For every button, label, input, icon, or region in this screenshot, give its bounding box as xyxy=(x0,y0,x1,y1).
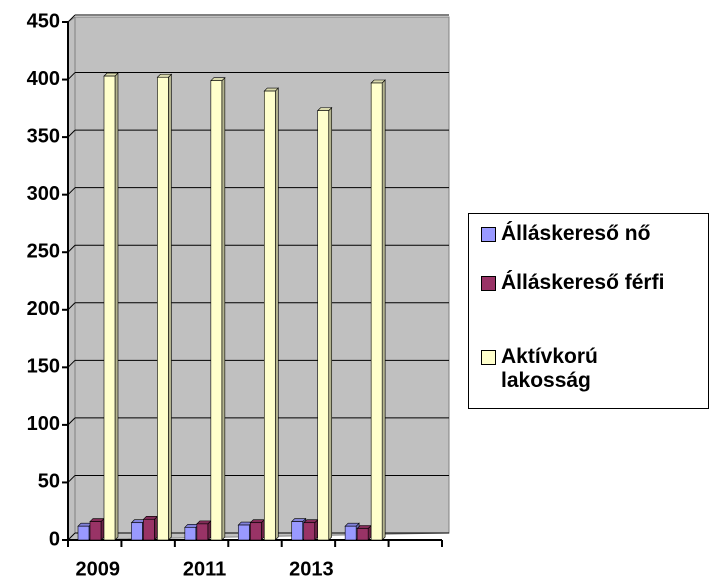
grid-line xyxy=(67,302,76,311)
bar xyxy=(291,521,304,541)
bar-side xyxy=(274,87,279,541)
bar xyxy=(89,521,102,541)
bar-side xyxy=(100,517,105,541)
y-tick-label: 100 xyxy=(27,413,60,435)
bar xyxy=(210,80,223,541)
bar xyxy=(77,525,90,541)
bar-side xyxy=(314,519,319,541)
grid-line xyxy=(67,14,76,23)
bar-side xyxy=(381,79,386,541)
bar xyxy=(370,82,383,541)
bar xyxy=(303,522,316,541)
y-tick-label: 300 xyxy=(27,183,60,205)
grid-line xyxy=(67,72,76,80)
grid-line xyxy=(67,129,76,138)
bar xyxy=(317,110,330,541)
legend-label: Álláskereső férfi xyxy=(501,271,665,294)
bar xyxy=(157,76,169,541)
y-tick-label: 150 xyxy=(27,356,60,378)
y-tick-label: 400 xyxy=(27,68,60,90)
bar-side xyxy=(154,515,158,541)
bar xyxy=(184,527,197,541)
legend: Álláskereső nő Álláskereső férfi Aktívkorú… xyxy=(468,213,709,409)
plot-back xyxy=(74,16,450,534)
y-tick-label: 450 xyxy=(27,10,60,32)
grid-line xyxy=(67,187,76,196)
bar xyxy=(263,90,276,541)
legend-swatch xyxy=(481,227,496,242)
x-tick-label: 2011 xyxy=(183,558,226,580)
grid-line xyxy=(67,359,76,368)
x-tick-label: 2009 xyxy=(75,558,120,580)
grid-line xyxy=(67,244,76,253)
bar-side xyxy=(260,519,265,541)
y-tick-label: 0 xyxy=(49,528,60,550)
y-tick-label: 200 xyxy=(27,298,60,320)
legend-label: Aktívkorú lakosság xyxy=(501,345,598,392)
bar xyxy=(103,75,116,541)
legend-item: Álláskereső férfi xyxy=(481,271,711,295)
bar xyxy=(356,528,369,541)
grid-line xyxy=(67,532,76,541)
legend-swatch xyxy=(481,276,496,291)
bar-side xyxy=(114,72,119,541)
y-tick-label: 50 xyxy=(38,471,60,493)
bar xyxy=(131,522,143,541)
legend-label: Álláskereső nő xyxy=(501,222,651,245)
x-tick-label: 2013 xyxy=(289,558,334,580)
bar-side xyxy=(168,73,172,541)
bar xyxy=(344,525,357,541)
grid-line xyxy=(67,475,76,483)
legend-item: Álláskereső nő xyxy=(481,222,711,246)
legend-item: Aktívkorú lakosság xyxy=(481,345,711,393)
bar xyxy=(249,522,262,541)
bar-side xyxy=(328,106,333,541)
bar-side xyxy=(221,76,226,541)
bar xyxy=(143,518,155,541)
legend-swatch xyxy=(481,350,496,365)
bar xyxy=(196,523,209,541)
y-tick-label: 250 xyxy=(27,241,60,263)
bar xyxy=(237,524,250,541)
y-tick-label: 350 xyxy=(27,125,60,147)
grid-line xyxy=(67,417,76,426)
